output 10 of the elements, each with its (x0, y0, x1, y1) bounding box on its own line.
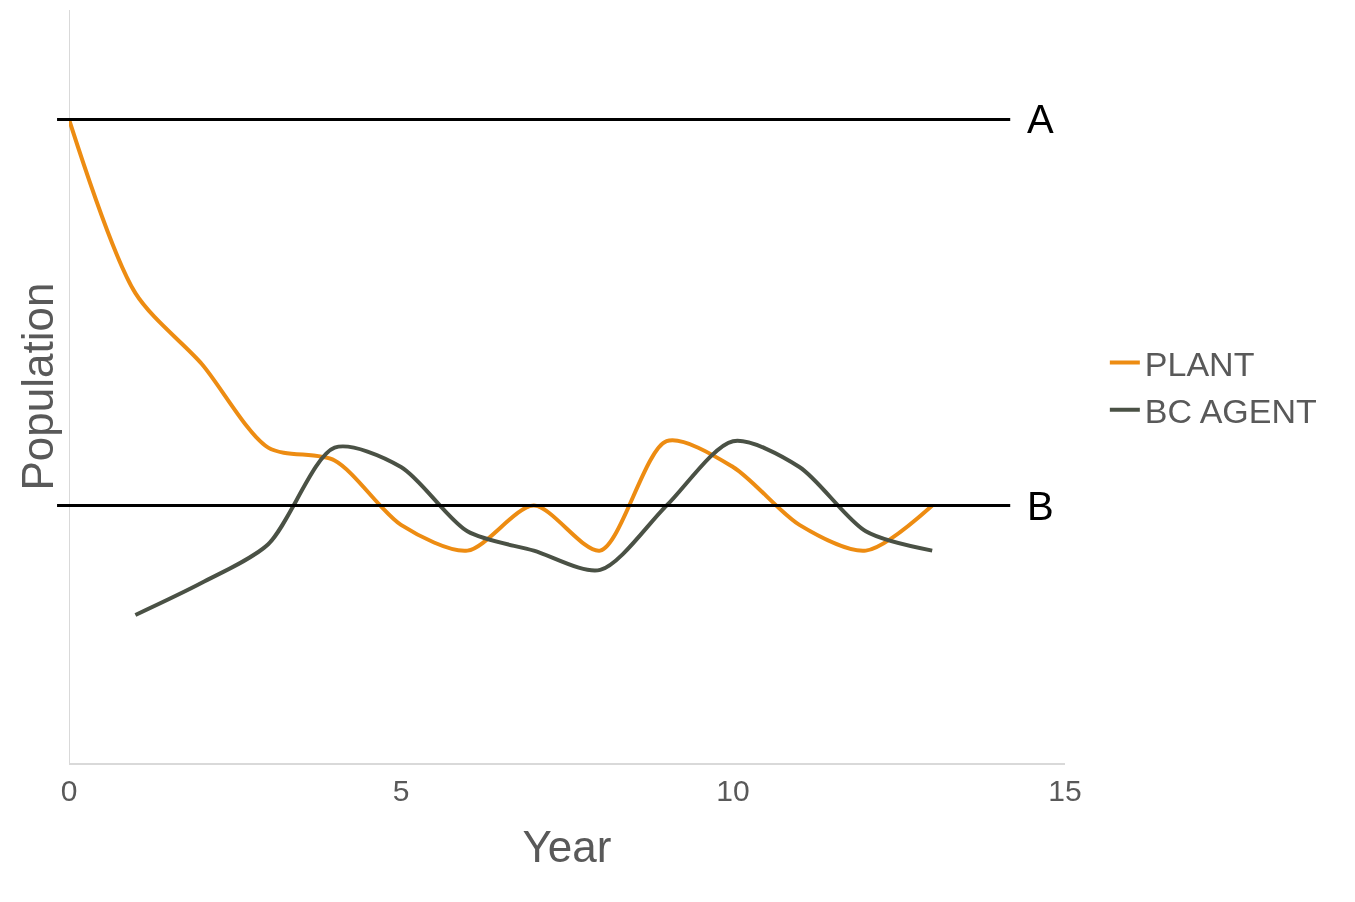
x-tick-label: 5 (392, 774, 410, 807)
x-tick-label: 10 (716, 774, 750, 807)
legend-label: BC AGENT (1144, 392, 1317, 431)
x-axis-title: Year (522, 821, 612, 871)
x-tick-label: 15 (1048, 774, 1082, 807)
legend-label: PLANT (1144, 344, 1255, 383)
x-tick-label: 0 (60, 774, 78, 807)
ref-line-label: B (1027, 484, 1054, 528)
ref-line-label: A (1027, 97, 1054, 141)
y-axis-title: Population (13, 282, 63, 491)
